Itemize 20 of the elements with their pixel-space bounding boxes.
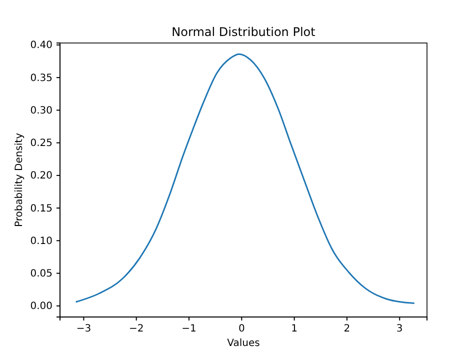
y-tick-label: 0.00 <box>30 301 52 312</box>
line-series <box>75 53 416 304</box>
y-tick-label: 0.05 <box>30 268 52 280</box>
x-tick-label: 0 <box>238 324 245 335</box>
chart-title: Normal Distribution Plot <box>172 25 316 39</box>
y-tick-label: 0.10 <box>30 236 52 247</box>
y-tick-label: 0.30 <box>30 105 52 116</box>
x-tick-label: 2 <box>344 324 350 335</box>
y-tick-label: 0.40 <box>30 40 52 52</box>
y-tick-label: 0.25 <box>30 138 52 150</box>
x-tick-label: 1 <box>291 324 298 335</box>
x-tick-label: 3 <box>396 324 403 335</box>
y-tick-label: 0.15 <box>30 203 52 214</box>
x-tick-label: −2 <box>128 324 144 335</box>
y-tick-label: 0.20 <box>30 170 52 182</box>
x-tick-label: −3 <box>76 324 92 335</box>
x-tick-label: −1 <box>182 324 196 335</box>
y-tick-label: 0.35 <box>30 72 52 84</box>
x-axis-title: Values <box>227 338 260 349</box>
y-axis-title: Probability Density <box>14 132 25 228</box>
